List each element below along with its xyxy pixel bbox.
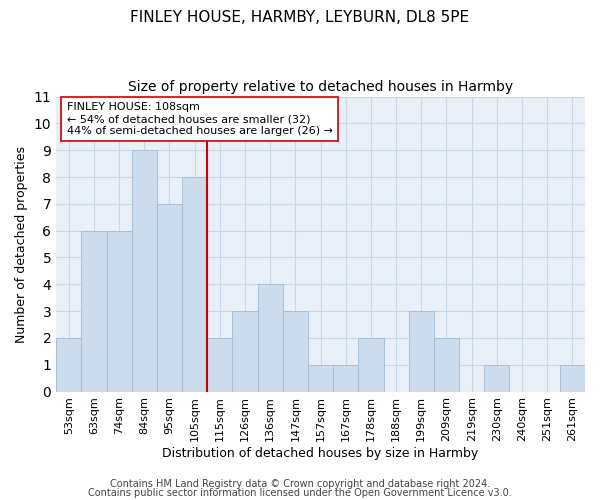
- Bar: [257, 284, 283, 392]
- Bar: [157, 204, 182, 392]
- Y-axis label: Number of detached properties: Number of detached properties: [15, 146, 28, 342]
- Bar: [409, 311, 434, 392]
- Bar: [182, 177, 207, 392]
- Bar: [232, 311, 257, 392]
- Bar: [107, 230, 132, 392]
- Bar: [56, 338, 82, 392]
- Text: Contains public sector information licensed under the Open Government Licence v3: Contains public sector information licen…: [88, 488, 512, 498]
- Bar: [434, 338, 459, 392]
- X-axis label: Distribution of detached houses by size in Harmby: Distribution of detached houses by size …: [163, 447, 479, 460]
- Bar: [82, 230, 107, 392]
- Text: Contains HM Land Registry data © Crown copyright and database right 2024.: Contains HM Land Registry data © Crown c…: [110, 479, 490, 489]
- Title: Size of property relative to detached houses in Harmby: Size of property relative to detached ho…: [128, 80, 513, 94]
- Bar: [207, 338, 232, 392]
- Bar: [484, 365, 509, 392]
- Text: FINLEY HOUSE, HARMBY, LEYBURN, DL8 5PE: FINLEY HOUSE, HARMBY, LEYBURN, DL8 5PE: [130, 10, 470, 25]
- Bar: [283, 311, 308, 392]
- Bar: [358, 338, 383, 392]
- Text: FINLEY HOUSE: 108sqm
← 54% of detached houses are smaller (32)
44% of semi-detac: FINLEY HOUSE: 108sqm ← 54% of detached h…: [67, 102, 333, 136]
- Bar: [333, 365, 358, 392]
- Bar: [560, 365, 585, 392]
- Bar: [308, 365, 333, 392]
- Bar: [132, 150, 157, 392]
